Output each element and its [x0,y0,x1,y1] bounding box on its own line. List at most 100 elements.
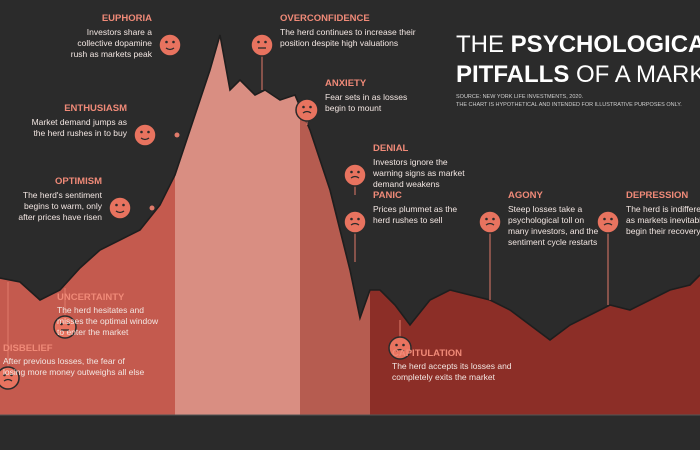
title-line-2: PITFALLS OF A MARKET CYCLE [456,61,700,88]
icon [53,315,77,339]
note: THE CHART IS HYPOTHETICAL AND INTENDED F… [456,102,682,108]
title-part: OF A MARKET CYCLE [576,61,700,88]
stage-name: AGONY [508,190,544,201]
stage-description: the herd rushes in to buy [33,128,127,138]
stage-description: to enter the market [57,327,129,337]
icon-eye [172,40,175,44]
stage-description: After previous losses, the fear of [3,356,126,366]
stage-description: completely exits the market [392,372,496,382]
stage-description: position despite high valuations [280,38,398,48]
stage-description: sentiment cycle restarts [508,237,597,247]
stage-name: DISBELIEF [3,343,53,354]
icon [0,366,20,390]
stage-description: The herd hesitates and [57,305,144,315]
stage: UNCERTAINTY The herd hesitates andmisses … [53,288,159,339]
icon-eye [122,203,125,207]
icon-mouth [140,137,150,141]
stage-name: OVERCONFIDENCE [280,13,370,24]
icon-mouth [3,378,13,382]
icon-eye [485,217,488,221]
stage-name: EUPHORIA [102,13,152,24]
connector-dot [174,132,180,138]
stage-name: CAPITULATION [392,348,462,359]
ground [0,415,700,450]
icon-eye [610,217,613,221]
stage-description: The herd's sentiment [23,190,103,200]
stage-description: Market demand jumps as [32,117,127,127]
stage-description: begin their recovery [626,226,700,236]
title-part: PITFALLS [456,61,569,88]
icon [250,33,274,57]
stage-description: Steep losses take a [508,204,582,214]
connector-dot [149,205,155,211]
stage: DISBELIEF After previous losses, the fear… [0,282,145,390]
price-line [0,34,700,341]
icon [343,210,367,234]
stage-description: warning signs as market [372,168,465,178]
stage-description: Prices plummet as the [373,204,457,214]
icon-mouth [115,210,125,214]
stage-description: collective dopamine [77,38,152,48]
icon-eye [257,40,260,44]
stage-description: begin to mount [325,103,382,113]
title-line-1: THE PSYCHOLOGICAL [456,31,700,58]
icon [596,210,620,234]
icon-mouth [395,348,405,352]
stage-name: UNCERTAINTY [57,292,125,303]
stage: OVERCONFIDENCE The herd continues to incr… [250,13,416,90]
icon-eye [302,105,305,109]
icon [388,336,412,360]
icon [158,33,182,57]
icon-eye [115,203,118,207]
icon-eye [3,373,6,377]
stage-description: The herd accepts its losses and [392,361,512,371]
stage-description: The herd continues to increase their [280,27,416,37]
icon-eye [350,170,353,174]
stage: CAPITULATION The herd accepts its losses … [388,320,512,382]
icon-eye [492,217,495,221]
icon [133,123,157,147]
icon-mouth [603,222,613,226]
icon [295,98,319,122]
stage-description: after prices have risen [18,212,102,222]
stage-description: losing more money outweighs all else [3,367,145,377]
icon-eye [357,217,360,221]
icon-mouth [350,175,360,179]
icon-eye [402,343,405,347]
stage-description: as markets inevitably [626,215,700,225]
icon-eye [165,40,168,44]
source: SOURCE: NEW YORK LIFE INVESTMENTS, 2020. [456,94,584,100]
title-part: PSYCHOLOGICAL [511,31,700,58]
stage-description: Fear sets in as losses [325,92,407,102]
title-part: THE [456,31,504,58]
stage-description: many investors, and the [508,226,599,236]
icon-eye [140,130,143,134]
stage-name: PANIC [373,190,402,201]
icon-eye [603,217,606,221]
stage-description: The herd is indifferent [626,204,700,214]
stage-name: DENIAL [373,143,409,154]
icon-eye [264,40,267,44]
icon-eye [309,105,312,109]
stage-description: psychological toll on [508,215,584,225]
icon [343,163,367,187]
icon-mouth [485,222,495,226]
stage-description: Investors ignore the [373,157,448,167]
icon-mouth [302,110,312,114]
icon-mouth [165,47,175,51]
icon-eye [350,217,353,221]
stage-name: ANXIETY [325,78,367,89]
icon-eye [67,322,70,326]
icon [478,210,502,234]
stage-description: rush as markets peak [71,49,153,59]
icon-eye [395,343,398,347]
